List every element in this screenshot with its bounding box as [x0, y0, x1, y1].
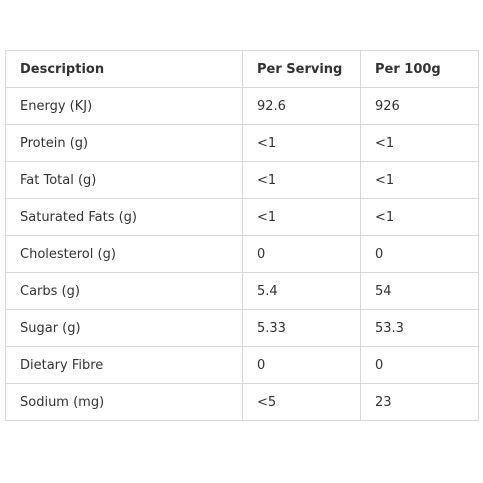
header-per-100g: Per 100g	[360, 50, 479, 88]
row-per-serving: 92.6	[242, 87, 361, 125]
table-row: Energy (KJ) 92.6 926	[5, 87, 479, 125]
row-per-100g: 53.3	[360, 309, 479, 347]
header-per-serving: Per Serving	[242, 50, 361, 88]
table-row: Protein (g) <1 <1	[5, 124, 479, 162]
table-row: Dietary Fibre 0 0	[5, 346, 479, 384]
row-description: Dietary Fibre	[5, 346, 243, 384]
table-header-row: Description Per Serving Per 100g	[5, 50, 479, 88]
row-description: Fat Total (g)	[5, 161, 243, 199]
row-description: Energy (KJ)	[5, 87, 243, 125]
row-per-100g: <1	[360, 161, 479, 199]
table-row: Carbs (g) 5.4 54	[5, 272, 479, 310]
row-per-serving: <5	[242, 383, 361, 421]
header-description: Description	[5, 50, 243, 88]
row-description: Protein (g)	[5, 124, 243, 162]
row-per-100g: <1	[360, 198, 479, 236]
row-description: Sugar (g)	[5, 309, 243, 347]
row-per-100g: <1	[360, 124, 479, 162]
nutrition-table: Description Per Serving Per 100g Energy …	[5, 50, 479, 421]
row-description: Cholesterol (g)	[5, 235, 243, 273]
row-per-serving: <1	[242, 198, 361, 236]
row-per-100g: 54	[360, 272, 479, 310]
table-row: Sodium (mg) <5 23	[5, 383, 479, 421]
table-row: Sugar (g) 5.33 53.3	[5, 309, 479, 347]
row-per-100g: 0	[360, 235, 479, 273]
table-row: Saturated Fats (g) <1 <1	[5, 198, 479, 236]
row-per-100g: 23	[360, 383, 479, 421]
row-per-serving: 5.33	[242, 309, 361, 347]
row-description: Saturated Fats (g)	[5, 198, 243, 236]
table-row: Fat Total (g) <1 <1	[5, 161, 479, 199]
table-row: Cholesterol (g) 0 0	[5, 235, 479, 273]
row-per-serving: 0	[242, 235, 361, 273]
row-per-100g: 926	[360, 87, 479, 125]
row-description: Sodium (mg)	[5, 383, 243, 421]
row-description: Carbs (g)	[5, 272, 243, 310]
row-per-serving: <1	[242, 124, 361, 162]
row-per-serving: <1	[242, 161, 361, 199]
row-per-serving: 5.4	[242, 272, 361, 310]
row-per-serving: 0	[242, 346, 361, 384]
row-per-100g: 0	[360, 346, 479, 384]
